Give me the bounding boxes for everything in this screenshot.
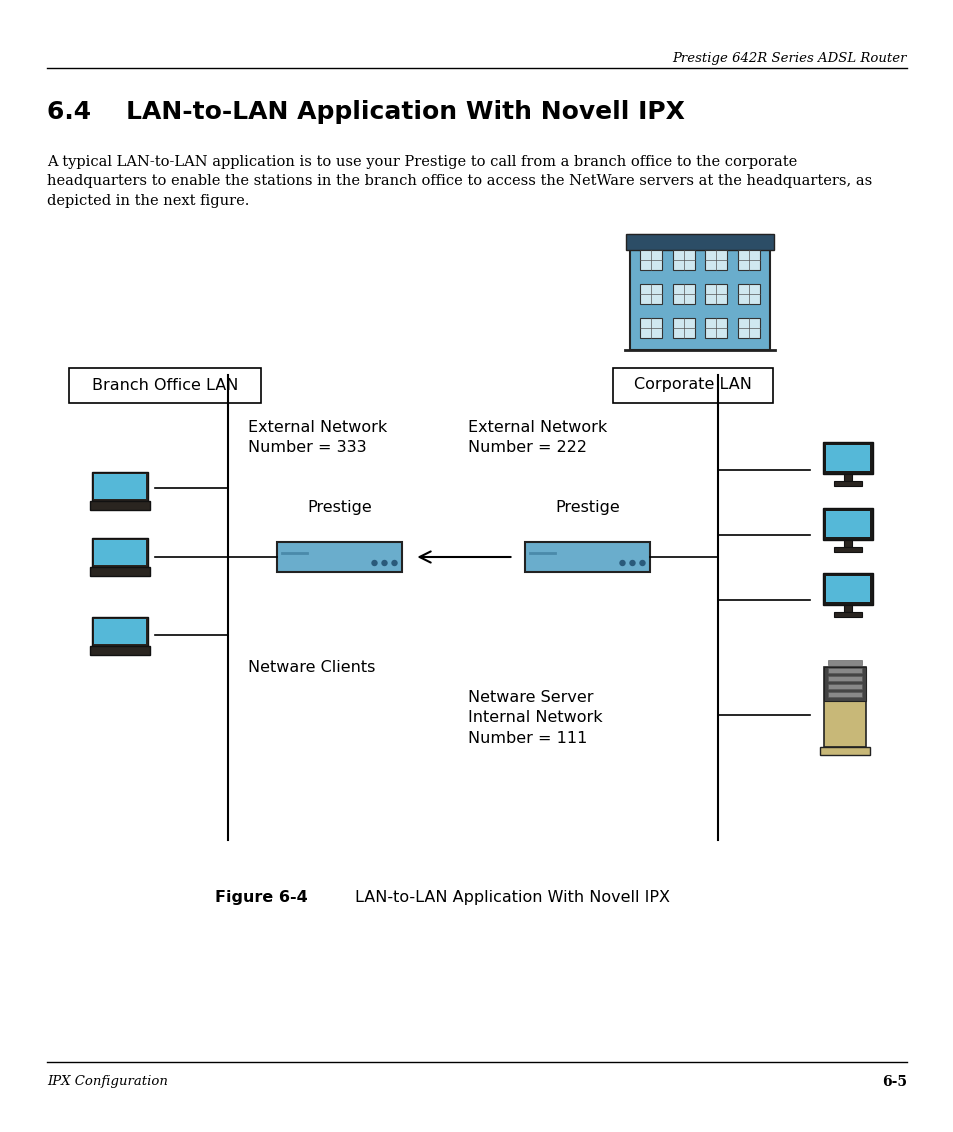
Text: Corporate LAN: Corporate LAN bbox=[634, 377, 751, 393]
Text: Branch Office LAN: Branch Office LAN bbox=[91, 377, 238, 393]
FancyBboxPatch shape bbox=[843, 474, 851, 481]
FancyBboxPatch shape bbox=[821, 443, 872, 474]
Circle shape bbox=[392, 560, 396, 566]
FancyBboxPatch shape bbox=[833, 611, 862, 617]
FancyBboxPatch shape bbox=[827, 668, 862, 672]
FancyBboxPatch shape bbox=[833, 547, 862, 552]
FancyBboxPatch shape bbox=[704, 250, 726, 271]
FancyBboxPatch shape bbox=[90, 501, 150, 511]
FancyBboxPatch shape bbox=[94, 473, 146, 499]
Circle shape bbox=[639, 560, 644, 566]
Text: Prestige: Prestige bbox=[555, 500, 619, 515]
FancyBboxPatch shape bbox=[738, 250, 760, 271]
FancyBboxPatch shape bbox=[69, 368, 261, 403]
Circle shape bbox=[381, 560, 387, 566]
FancyBboxPatch shape bbox=[820, 747, 869, 755]
FancyBboxPatch shape bbox=[821, 574, 872, 606]
FancyBboxPatch shape bbox=[827, 660, 862, 664]
FancyBboxPatch shape bbox=[827, 684, 862, 688]
FancyBboxPatch shape bbox=[94, 618, 146, 644]
FancyBboxPatch shape bbox=[525, 542, 650, 572]
FancyBboxPatch shape bbox=[823, 667, 865, 747]
FancyBboxPatch shape bbox=[823, 667, 865, 701]
FancyBboxPatch shape bbox=[639, 250, 661, 271]
FancyBboxPatch shape bbox=[825, 512, 869, 537]
FancyBboxPatch shape bbox=[625, 234, 773, 250]
FancyBboxPatch shape bbox=[613, 368, 772, 403]
FancyBboxPatch shape bbox=[672, 318, 694, 338]
FancyBboxPatch shape bbox=[825, 576, 869, 602]
FancyBboxPatch shape bbox=[833, 481, 862, 486]
Text: A typical LAN-to-LAN application is to use your Prestige to call from a branch o: A typical LAN-to-LAN application is to u… bbox=[47, 155, 871, 208]
Text: 6-5: 6-5 bbox=[882, 1075, 906, 1089]
Text: LAN-to-LAN Application With Novell IPX: LAN-to-LAN Application With Novell IPX bbox=[355, 890, 669, 904]
Text: Netware Server
Internal Network
Number = 111: Netware Server Internal Network Number =… bbox=[468, 691, 602, 746]
FancyBboxPatch shape bbox=[92, 538, 148, 567]
FancyBboxPatch shape bbox=[92, 472, 148, 501]
FancyBboxPatch shape bbox=[672, 250, 694, 271]
Text: External Network
Number = 333: External Network Number = 333 bbox=[248, 420, 387, 455]
Text: Prestige: Prestige bbox=[307, 500, 372, 515]
Text: 6.4    LAN-to-LAN Application With Novell IPX: 6.4 LAN-to-LAN Application With Novell I… bbox=[47, 100, 684, 125]
FancyBboxPatch shape bbox=[90, 646, 150, 655]
FancyBboxPatch shape bbox=[821, 508, 872, 540]
FancyBboxPatch shape bbox=[629, 235, 769, 350]
FancyBboxPatch shape bbox=[92, 617, 148, 646]
Text: Prestige 642R Series ADSL Router: Prestige 642R Series ADSL Router bbox=[672, 52, 906, 65]
FancyBboxPatch shape bbox=[90, 567, 150, 576]
FancyBboxPatch shape bbox=[827, 676, 862, 680]
Text: External Network
Number = 222: External Network Number = 222 bbox=[468, 420, 607, 455]
FancyBboxPatch shape bbox=[827, 692, 862, 696]
FancyBboxPatch shape bbox=[277, 542, 402, 572]
FancyBboxPatch shape bbox=[825, 445, 869, 471]
FancyBboxPatch shape bbox=[94, 540, 146, 565]
FancyBboxPatch shape bbox=[639, 284, 661, 305]
Circle shape bbox=[372, 560, 376, 566]
Text: Figure 6-4: Figure 6-4 bbox=[214, 890, 308, 904]
Circle shape bbox=[619, 560, 624, 566]
FancyBboxPatch shape bbox=[843, 606, 851, 611]
Text: IPX Configuration: IPX Configuration bbox=[47, 1075, 168, 1088]
FancyBboxPatch shape bbox=[672, 284, 694, 305]
Circle shape bbox=[629, 560, 635, 566]
FancyBboxPatch shape bbox=[704, 318, 726, 338]
Text: Netware Clients: Netware Clients bbox=[248, 660, 375, 675]
FancyBboxPatch shape bbox=[843, 540, 851, 547]
FancyBboxPatch shape bbox=[704, 284, 726, 305]
FancyBboxPatch shape bbox=[738, 318, 760, 338]
FancyBboxPatch shape bbox=[639, 318, 661, 338]
FancyBboxPatch shape bbox=[738, 284, 760, 305]
